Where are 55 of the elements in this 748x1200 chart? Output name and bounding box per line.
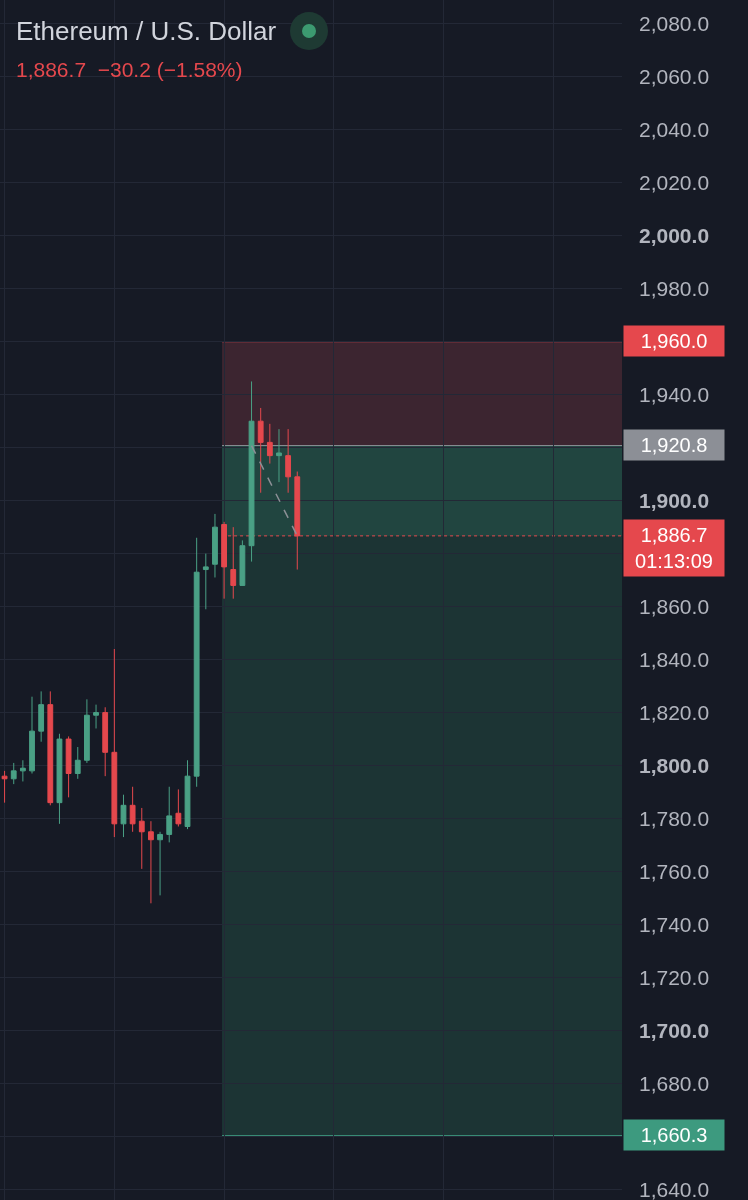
candlestick (129, 786, 136, 833)
candlestick (56, 733, 63, 825)
y-tick-label: 2,060.0 (639, 65, 710, 89)
candlestick (19, 759, 26, 782)
y-tick-label: 1,700.0 (639, 1018, 710, 1042)
y-tick-label: 1,760.0 (639, 859, 710, 883)
candlestick (202, 553, 209, 610)
candlestick (276, 428, 282, 483)
candlestick (184, 759, 191, 830)
candlestick (74, 746, 81, 780)
candlestick (285, 428, 292, 494)
candlestick (257, 407, 264, 494)
candlestick (47, 690, 54, 806)
y-tick-label: 2,020.0 (639, 171, 710, 195)
candlestick (193, 537, 200, 788)
y-tick-label: 1,980.0 (639, 277, 710, 301)
y-tick-label: 1,720.0 (639, 965, 710, 989)
candlestick (157, 831, 163, 896)
candlestick (148, 820, 154, 904)
y-tick-label: 1,640.0 (639, 1177, 710, 1200)
candlestick (239, 539, 246, 586)
candlestick (120, 794, 127, 838)
y-tick-label: 1,940.0 (639, 383, 710, 407)
ref-line-label: 1,960.0 (640, 330, 708, 352)
candlestick (212, 513, 218, 578)
ref-line-label: 1,920.8 (640, 434, 708, 456)
candlestick (266, 423, 273, 465)
ref-line-label: 1,886.7 01:13:09 (635, 524, 713, 572)
y-tick-label: 1,820.0 (639, 700, 710, 724)
candlestick (102, 706, 109, 777)
candlestick (84, 698, 90, 764)
ref-line-label: 1,660.3 (640, 1124, 708, 1146)
y-tick-label: 1,900.0 (639, 489, 710, 513)
candlestick (248, 380, 255, 563)
text: 1,886.7 −30.2 (−1.58%) (16, 58, 244, 82)
candlestick (175, 788, 182, 827)
candlestick (166, 786, 173, 843)
y-tick-label: 2,040.0 (639, 118, 710, 142)
candlestick (1, 770, 8, 804)
y-tick-label: 1,680.0 (639, 1071, 710, 1095)
text: Ethereum / U.S. Dollar (16, 15, 277, 47)
candlestick (93, 704, 99, 729)
candlestick (65, 735, 72, 798)
candlestick (10, 762, 17, 785)
candlestick (111, 648, 118, 838)
candlestick (138, 807, 145, 870)
y-tick-label: 1,840.0 (639, 647, 710, 671)
y-tick-label: 1,740.0 (639, 912, 710, 936)
candlestick (38, 690, 45, 743)
y-tick-label: 2,080.0 (639, 12, 710, 36)
y-tick-label: 1,800.0 (639, 753, 710, 777)
y-tick-label: 2,000.0 (639, 224, 710, 248)
y-tick-label: 1,860.0 (639, 594, 710, 618)
candlestick (29, 696, 35, 775)
y-tick-label: 1,780.0 (639, 806, 710, 830)
